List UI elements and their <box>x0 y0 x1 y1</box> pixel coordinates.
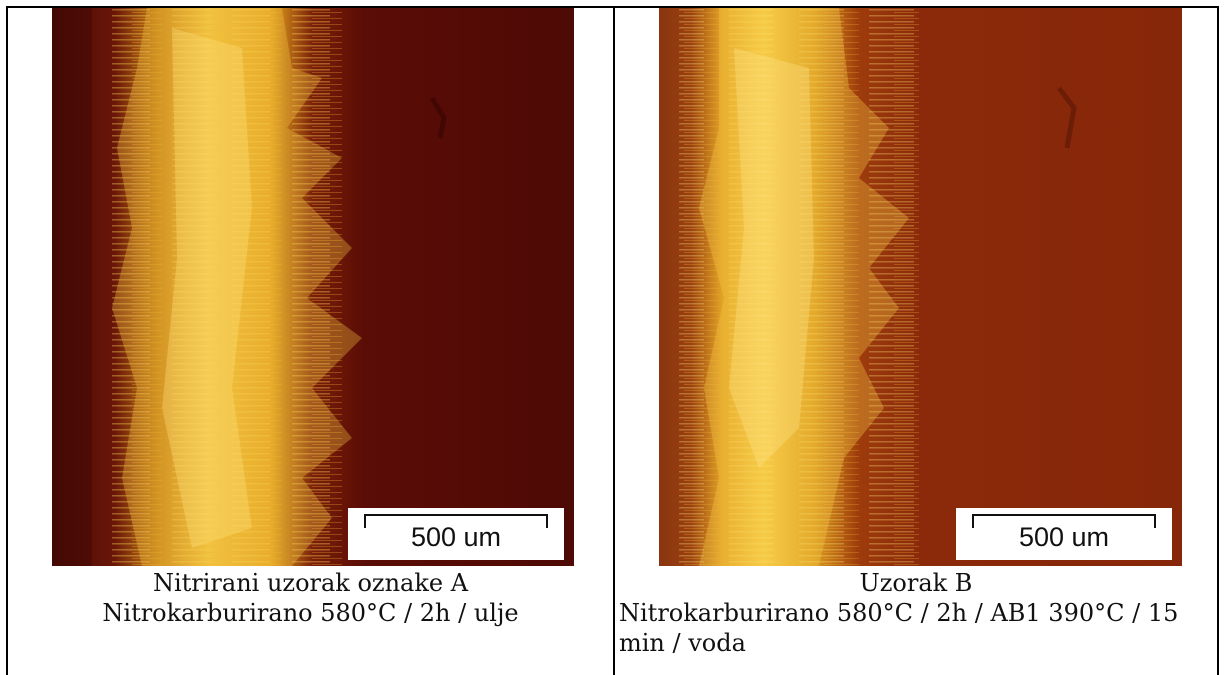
caption-a-process: Nitrokarburirano 580°C / 2h / ulje <box>102 599 519 627</box>
table-border-left <box>6 6 8 675</box>
caption-a: Nitrirani uzorak oznake A Nitrokarburira… <box>8 568 613 628</box>
scale-bar-line <box>972 514 1156 528</box>
scale-bar-a: 500 um <box>348 508 564 560</box>
caption-b-title: Uzorak B <box>859 569 973 597</box>
micrograph-a: 500 um <box>52 8 574 566</box>
micrograph-b: 500 um <box>659 8 1182 566</box>
caption-b: Uzorak B Nitrokarburirano 580°C / 2h / A… <box>615 568 1217 658</box>
table-border-top <box>6 6 1219 8</box>
micrograph-b-image <box>659 8 1182 566</box>
caption-b-process: Nitrokarburirano 580°C / 2h / AB1 390°C … <box>619 599 1179 657</box>
figure-cell-a: 500 um Nitrirani uzorak oznake A Nitroka… <box>8 8 613 675</box>
micrograph-a-image <box>52 8 574 566</box>
scale-bar-label: 500 um <box>1018 522 1110 552</box>
scale-bar-line <box>364 514 548 528</box>
figure-cell-b: 500 um Uzorak B Nitrokarburirano 580°C /… <box>615 8 1217 675</box>
caption-a-title: Nitrirani uzorak oznake A <box>152 569 469 597</box>
scale-bar-label: 500 um <box>410 522 502 552</box>
table-border-right <box>1217 6 1219 675</box>
table-border-middle <box>613 6 615 675</box>
scale-bar-b: 500 um <box>956 508 1172 560</box>
